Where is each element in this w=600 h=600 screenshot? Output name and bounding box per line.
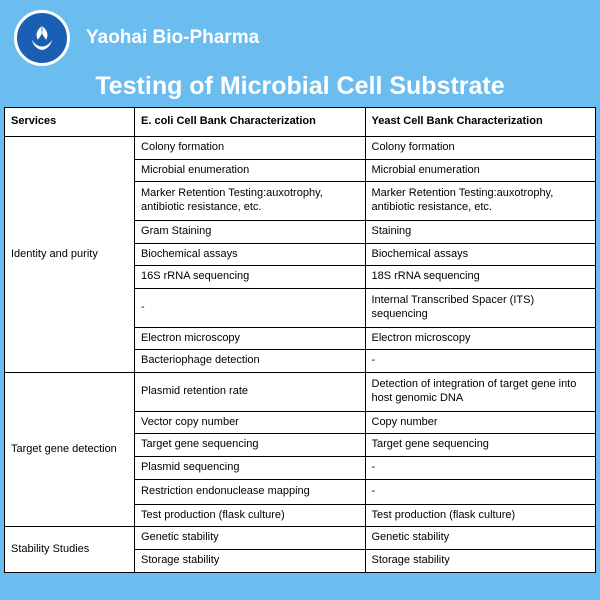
col-ecoli: E. coli Cell Bank Characterization bbox=[135, 108, 365, 137]
cell-yeast: Internal Transcribed Spacer (ITS) sequen… bbox=[365, 289, 596, 328]
table-container: Services E. coli Cell Bank Characterizat… bbox=[4, 107, 596, 573]
cell-yeast: Microbial enumeration bbox=[365, 159, 596, 182]
header: Yaohai Bio-Pharma bbox=[0, 0, 600, 70]
col-yeast: Yeast Cell Bank Characterization bbox=[365, 108, 596, 137]
cell-yeast: Target gene sequencing bbox=[365, 434, 596, 457]
page-title: Testing of Microbial Cell Substrate bbox=[0, 72, 600, 101]
cell-yeast: - bbox=[365, 350, 596, 373]
cell-ecoli: Test production (flask culture) bbox=[135, 504, 365, 527]
cell-yeast: Marker Retention Testing:auxotrophy, ant… bbox=[365, 182, 596, 221]
services-table: Services E. coli Cell Bank Characterizat… bbox=[4, 107, 596, 573]
cell-yeast: - bbox=[365, 457, 596, 480]
cell-ecoli: Genetic stability bbox=[135, 527, 365, 550]
cell-ecoli: - bbox=[135, 289, 365, 328]
cell-yeast: Biochemical assays bbox=[365, 243, 596, 266]
table-row: Stability Studies Genetic stability Gene… bbox=[5, 527, 596, 550]
cell-ecoli: Microbial enumeration bbox=[135, 159, 365, 182]
cell-ecoli: Gram Staining bbox=[135, 220, 365, 243]
cell-yeast: Colony formation bbox=[365, 136, 596, 159]
table-header-row: Services E. coli Cell Bank Characterizat… bbox=[5, 108, 596, 137]
cell-ecoli: Plasmid sequencing bbox=[135, 457, 365, 480]
section-target: Target gene detection bbox=[5, 373, 135, 527]
cell-yeast: Electron microscopy bbox=[365, 327, 596, 350]
cell-yeast: Detection of integration of target gene … bbox=[365, 373, 596, 412]
table-row: Identity and purity Colony formation Col… bbox=[5, 136, 596, 159]
cell-yeast: Test production (flask culture) bbox=[365, 504, 596, 527]
cell-ecoli: Colony formation bbox=[135, 136, 365, 159]
cell-ecoli: Plasmid retention rate bbox=[135, 373, 365, 412]
cell-ecoli: Storage stability bbox=[135, 550, 365, 573]
cell-yeast: Genetic stability bbox=[365, 527, 596, 550]
company-logo bbox=[14, 10, 70, 66]
hands-leaf-icon bbox=[25, 21, 59, 55]
section-stability: Stability Studies bbox=[5, 527, 135, 573]
cell-ecoli: 16S rRNA sequencing bbox=[135, 266, 365, 289]
cell-ecoli: Marker Retention Testing:auxotrophy, ant… bbox=[135, 182, 365, 221]
cell-yeast: Storage stability bbox=[365, 550, 596, 573]
cell-ecoli: Electron microscopy bbox=[135, 327, 365, 350]
cell-ecoli: Restriction endonuclease mapping bbox=[135, 479, 365, 504]
company-name: Yaohai Bio-Pharma bbox=[86, 27, 259, 49]
cell-yeast: - bbox=[365, 479, 596, 504]
cell-ecoli: Vector copy number bbox=[135, 411, 365, 434]
cell-ecoli: Biochemical assays bbox=[135, 243, 365, 266]
col-services: Services bbox=[5, 108, 135, 137]
cell-yeast: Staining bbox=[365, 220, 596, 243]
table-row: Target gene detection Plasmid retention … bbox=[5, 373, 596, 412]
cell-yeast: 18S rRNA sequencing bbox=[365, 266, 596, 289]
cell-yeast: Copy number bbox=[365, 411, 596, 434]
cell-ecoli: Target gene sequencing bbox=[135, 434, 365, 457]
cell-ecoli: Bacteriophage detection bbox=[135, 350, 365, 373]
section-identity: Identity and purity bbox=[5, 136, 135, 372]
